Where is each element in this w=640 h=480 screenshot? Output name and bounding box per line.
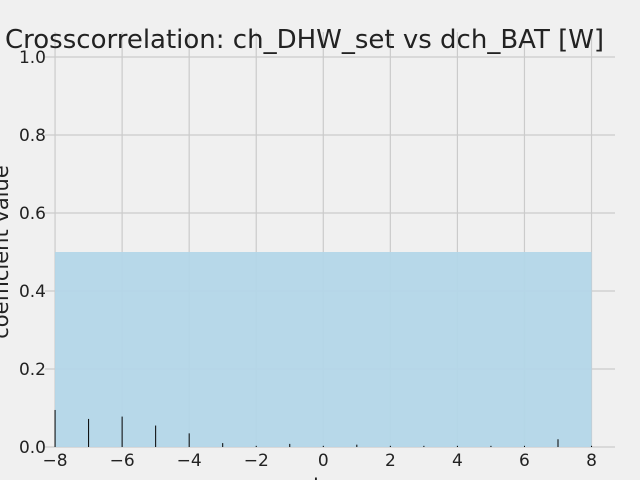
confidence-band: [55, 252, 592, 447]
x-tick-labels: −8 −6 −4 −2 0 2 4 6 8: [43, 451, 597, 471]
y-tick-label: 0.4: [19, 282, 46, 302]
y-tick-label: 1.0: [19, 48, 46, 68]
bar-layer: [54, 409, 593, 447]
x-tick-label: −2: [244, 451, 269, 471]
x-tick-label: −4: [177, 451, 202, 471]
x-tick-label: −8: [43, 451, 68, 471]
x-tick-label: 0: [318, 451, 329, 471]
y-tick-label: 0.6: [19, 204, 46, 224]
y-tick-label: 0.2: [19, 360, 46, 380]
y-tick-label: 0.8: [19, 126, 46, 146]
confidence-band-layer: [55, 252, 592, 447]
x-axis-label: lag: [313, 475, 345, 480]
x-tick-label: 4: [452, 451, 463, 471]
x-tick-label: 2: [385, 451, 396, 471]
x-tick-label: 8: [586, 451, 597, 471]
x-tick-label: 6: [519, 451, 530, 471]
y-axis-label: coefficient value: [0, 165, 13, 339]
plot-area: [45, 32, 615, 448]
x-tick-label: −6: [110, 451, 135, 471]
chart-title: Crosscorrelation: ch_DHW_set vs dch_BAT …: [5, 25, 604, 55]
y-tick-label: 0.0: [19, 438, 46, 458]
y-tick-labels: 0.0 0.2 0.4 0.6 0.8 1.0: [19, 48, 46, 458]
